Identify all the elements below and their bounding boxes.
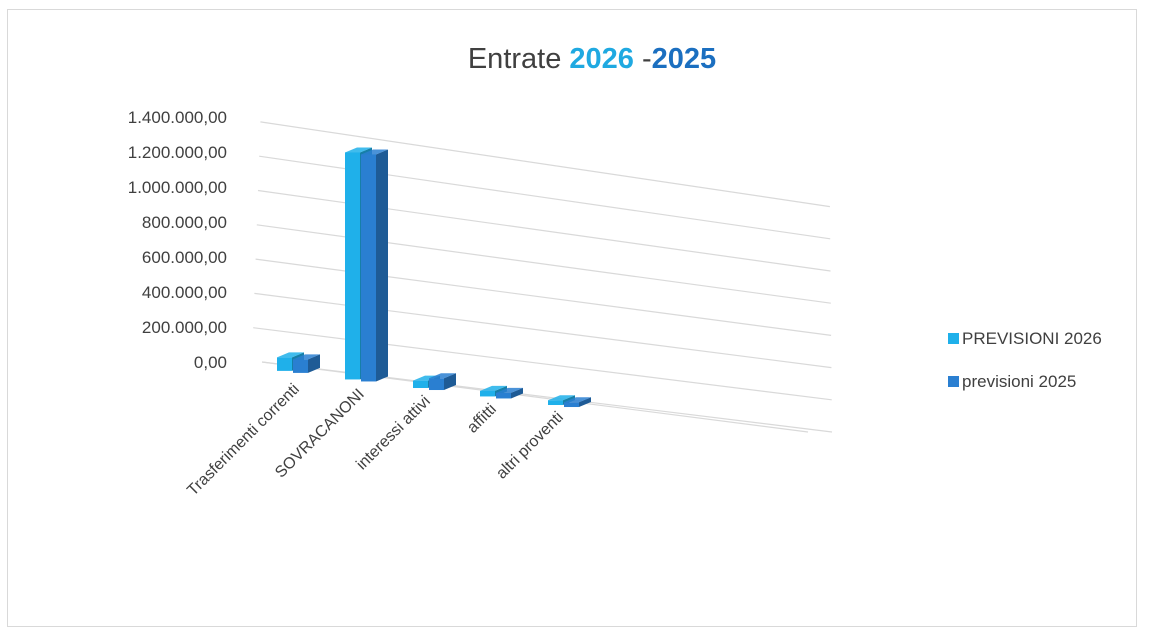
gridline	[259, 155, 831, 240]
legend-swatch-previsioni-2025	[948, 376, 959, 387]
y-tick-label: 200.000,00	[142, 318, 227, 337]
bar-top	[293, 354, 320, 360]
gridline	[256, 224, 831, 304]
legend: PREVISIONI 2026 previsioni 2025	[948, 329, 1102, 391]
legend-label-previsioni-2025: previsioni 2025	[962, 372, 1076, 391]
gridline	[255, 258, 832, 336]
bar-top	[277, 352, 304, 358]
legend-label-previsioni-2026: PREVISIONI 2026	[962, 329, 1102, 348]
chart-frame	[7, 9, 1137, 627]
bar-top	[429, 373, 456, 379]
bar-side	[579, 397, 591, 408]
category-label-altri-proventi: altri proventi	[493, 409, 567, 483]
chart-title: Entrate 2026 -2025	[468, 43, 716, 75]
bar-previsioni-2025-sovracanoni	[361, 149, 388, 382]
bar-side	[511, 387, 523, 399]
bar-front	[277, 357, 292, 371]
bar-front	[293, 359, 308, 373]
bar-front	[480, 390, 495, 397]
category-label-affitti: affitti	[464, 401, 500, 437]
bar-side	[308, 354, 320, 373]
y-tick-label: 0,00	[194, 353, 227, 372]
title-prefix: Entrate	[468, 43, 570, 75]
y-tick-label: 1.400.000,00	[128, 108, 227, 127]
x-axis-categories: Trasferimenti correntiSOVRACANONIinteres…	[184, 381, 566, 499]
y-tick-label: 800.000,00	[142, 213, 227, 232]
bar-front	[564, 402, 579, 408]
bar-front	[413, 380, 428, 389]
bar-front	[496, 392, 511, 399]
bars	[277, 147, 591, 408]
bar-top	[548, 395, 575, 401]
gridline	[257, 189, 831, 272]
bar-front	[345, 152, 360, 380]
y-tick-label: 1.200.000,00	[128, 143, 227, 162]
bar-top	[345, 147, 372, 153]
bar-top	[361, 149, 388, 155]
y-tick-label: 600.000,00	[142, 248, 227, 267]
bar-previsioni-2025-trasferimenti-correnti	[293, 354, 320, 373]
gridlines	[253, 121, 833, 433]
bar-side	[444, 373, 456, 391]
bar-side	[376, 149, 388, 382]
bar-front	[429, 378, 444, 391]
bar-previsioni-2025-affitti	[496, 387, 523, 399]
title-year-2025: 2025	[652, 43, 717, 75]
y-tick-label: 1.000.000,00	[128, 178, 227, 197]
category-label-interessi-attivi: interessi attivi	[353, 393, 434, 474]
bar-front	[548, 400, 563, 406]
bar-top	[564, 397, 591, 403]
title-separator: -	[634, 43, 652, 75]
category-label-trasferimenti-correnti: Trasferimenti correnti	[184, 381, 302, 499]
legend-swatch-previsioni-2026	[948, 333, 959, 344]
bar-previsioni-2025-altri-proventi	[564, 397, 591, 408]
bar-previsioni-2025-interessi-attivi	[429, 373, 456, 391]
gridline	[254, 292, 832, 369]
gridline	[260, 121, 830, 208]
y-axis-ticks: 0,00 200.000,00 400.000,00 600.000,00 800.00…	[128, 108, 227, 372]
bar-front	[361, 154, 376, 382]
gridline	[253, 327, 832, 401]
y-tick-label: 400.000,00	[142, 283, 227, 302]
title-year-2026: 2026	[569, 43, 634, 75]
bar-top	[496, 387, 523, 393]
bar-top	[480, 385, 507, 391]
